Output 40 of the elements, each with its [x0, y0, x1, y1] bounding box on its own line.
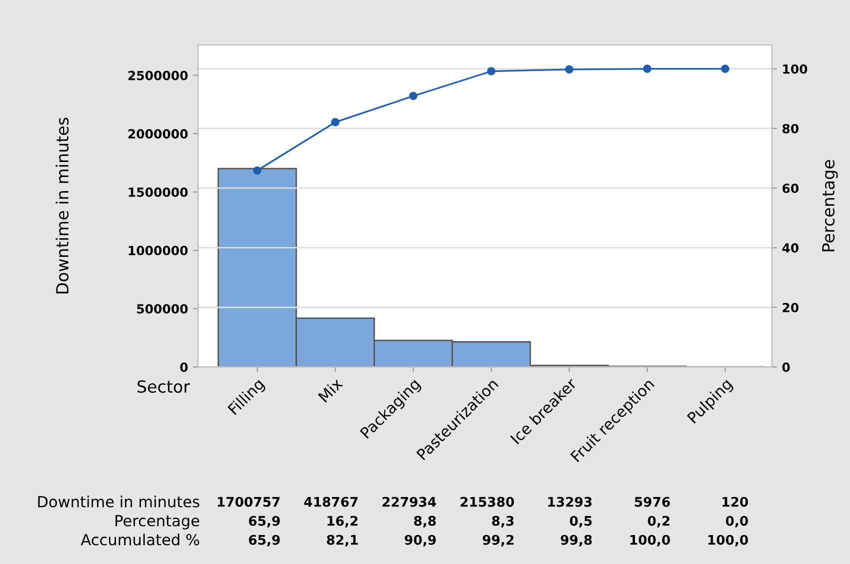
text: 0,5	[570, 516, 592, 528]
y-tick-label: 0	[180, 362, 188, 372]
x-tick-label: Mix	[318, 377, 344, 403]
text: 8,8	[414, 516, 436, 528]
data-label: 65,9	[248, 534, 280, 547]
data-label: 82,1	[326, 534, 358, 547]
text: Percentage	[116, 515, 200, 530]
data-label: 90,9	[404, 534, 436, 547]
y2-axis-title: Percentage	[822, 160, 838, 252]
y-tick-label: 500000	[137, 304, 188, 314]
data-label: 215380	[460, 496, 514, 507]
data-label: 100,0	[708, 534, 748, 547]
y-tick-label: 2500000	[128, 70, 188, 80]
data-label: 99,8	[560, 534, 592, 547]
text: Accumulated %	[80, 534, 200, 546]
text: 8,3	[492, 516, 514, 528]
data-label: 120	[722, 496, 748, 507]
x-axis-title: Sector	[138, 380, 190, 393]
y-tick-label: 2000000	[128, 129, 188, 139]
y2-tick-label: 0	[782, 362, 790, 372]
data-label: 5976	[634, 496, 670, 507]
y2-tick-label: 20	[782, 302, 799, 312]
data-label: 1700757	[218, 496, 280, 507]
text: 16,2	[328, 516, 358, 528]
data-label: 227934	[382, 496, 436, 507]
y2-tick-label: 80	[782, 124, 799, 134]
data-label: 100,0	[630, 534, 670, 547]
data-label: 418767	[304, 496, 358, 507]
text: Downtime in minutes	[38, 496, 200, 508]
data-label: 13293	[548, 496, 592, 507]
y2-tick-label: 100	[783, 64, 808, 74]
y2-tick-label: 60	[782, 184, 799, 194]
y-axis-title: Downtime in minutes	[56, 118, 69, 294]
data-label: 99,2	[482, 534, 514, 547]
y-tick-label: 1000000	[128, 246, 188, 256]
text: 65,9	[248, 516, 280, 528]
text: 0,2	[648, 516, 670, 528]
y-tick-label: 1500000	[128, 187, 188, 197]
text: 0,0	[726, 516, 748, 528]
y2-tick-label: 40	[782, 243, 799, 253]
